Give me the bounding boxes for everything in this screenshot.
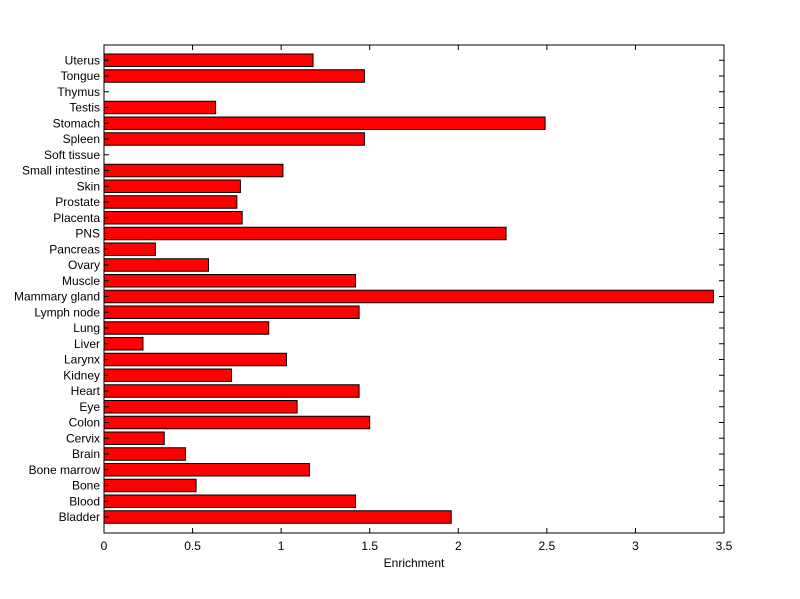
category-label-lung: Lung [73, 321, 100, 335]
category-label-pns: PNS [75, 227, 100, 241]
x-tick-label: 2 [455, 539, 462, 553]
bar-spleen [103, 132, 365, 146]
bar-small-intestine [103, 163, 284, 178]
category-label-skin: Skin [77, 179, 100, 193]
bar-lung [103, 321, 270, 335]
bar-blood [103, 494, 357, 508]
bar-skin [103, 179, 241, 193]
bar-liver [103, 337, 144, 351]
bar-ovary [103, 258, 210, 272]
x-tick-label: 0 [101, 539, 108, 553]
bar-testis [103, 100, 217, 115]
bar-prostate [103, 195, 238, 209]
x-tick-label: 2.5 [539, 539, 556, 553]
category-label-cervix: Cervix [66, 431, 100, 445]
x-tick-label: 3 [632, 539, 639, 553]
category-label-heart: Heart [71, 384, 101, 398]
category-label-colon: Colon [69, 416, 100, 430]
category-label-placenta: Placenta [53, 211, 100, 225]
category-label-lymph-node: Lymph node [34, 305, 100, 319]
category-label-ovary: Ovary [68, 258, 100, 272]
x-tick-label: 1.5 [361, 539, 378, 553]
category-label-pancreas: Pancreas [49, 242, 100, 256]
x-tick-label: 0.5 [184, 539, 201, 553]
bar-placenta [103, 211, 243, 225]
category-label-testis: Testis [69, 101, 100, 115]
bar-mammary-gland [103, 289, 714, 304]
bar-stomach [103, 116, 546, 130]
category-label-bone-marrow: Bone marrow [29, 463, 101, 477]
category-label-eye: Eye [79, 400, 100, 414]
category-label-liver: Liver [74, 337, 100, 351]
bar-heart [103, 384, 360, 398]
category-label-tongue: Tongue [61, 69, 101, 83]
bar-colon [103, 415, 371, 430]
bar-uterus [103, 53, 314, 67]
x-axis-label: Enrichment [384, 556, 445, 570]
bar-kidney [103, 368, 233, 382]
bar-lymph-node [103, 305, 360, 319]
category-label-muscle: Muscle [62, 274, 100, 288]
plot-frame [103, 44, 725, 534]
category-label-bone: Bone [72, 479, 100, 493]
bar-cervix [103, 431, 165, 445]
category-label-bladder: Bladder [59, 510, 100, 524]
category-label-prostate: Prostate [55, 195, 100, 209]
category-label-uterus: Uterus [65, 53, 100, 67]
category-label-spleen: Spleen [63, 132, 100, 146]
category-label-mammary-gland: Mammary gland [14, 290, 100, 304]
bar-tongue [103, 69, 365, 83]
category-label-larynx: Larynx [64, 353, 100, 367]
bar-bone-marrow [103, 463, 310, 477]
bar-bladder [103, 510, 452, 524]
category-label-blood: Blood [69, 494, 100, 508]
bar-pns [103, 226, 507, 241]
x-tick-label: 1 [278, 539, 285, 553]
category-label-kidney: Kidney [63, 368, 100, 382]
category-label-brain: Brain [72, 447, 100, 461]
bar-eye [103, 400, 298, 414]
bar-muscle [103, 274, 357, 288]
bar-larynx [103, 352, 287, 367]
x-tick-label: 3.5 [716, 539, 733, 553]
category-label-small-intestine: Small intestine [22, 164, 100, 178]
bar-bone [103, 478, 197, 493]
category-label-soft-tissue: Soft tissue [44, 148, 100, 162]
bar-brain [103, 447, 186, 461]
category-label-thymus: Thymus [57, 85, 100, 99]
bar-pancreas [103, 242, 156, 256]
category-label-stomach: Stomach [53, 116, 100, 130]
